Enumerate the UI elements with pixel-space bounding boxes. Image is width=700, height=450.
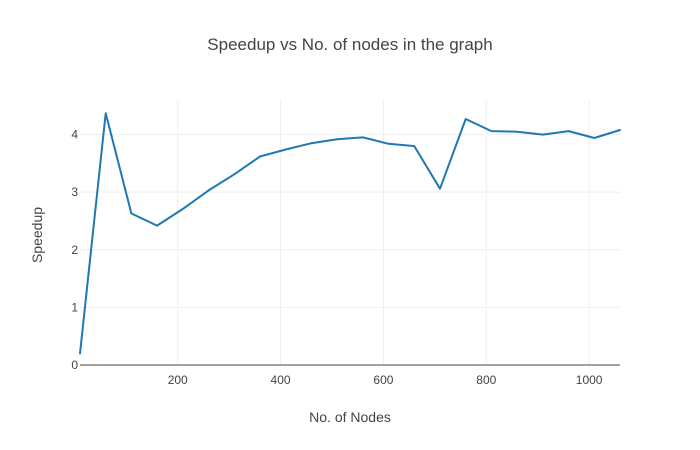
series-line — [79, 112, 621, 355]
y-tick-label: 3 — [71, 185, 78, 199]
chart-title: Speedup vs No. of nodes in the graph — [207, 35, 492, 54]
series-layer — [79, 112, 621, 355]
y-axis-title: Speedup — [29, 207, 45, 263]
x-tick-label: 600 — [373, 373, 393, 387]
grid — [80, 100, 620, 365]
y-tick-label: 1 — [71, 300, 78, 314]
y-tick-label: 2 — [71, 243, 78, 257]
x-tick-label: 800 — [476, 373, 496, 387]
tick-labels: 200 400 600 800 1000 0 1 2 3 4 — [71, 128, 603, 387]
x-tick-label: 1000 — [576, 373, 603, 387]
x-axis-title: No. of Nodes — [309, 409, 391, 425]
y-tick-label: 4 — [71, 128, 78, 142]
y-tick-label: 0 — [71, 358, 78, 372]
x-tick-label: 200 — [168, 373, 188, 387]
x-tick-label: 400 — [271, 373, 291, 387]
